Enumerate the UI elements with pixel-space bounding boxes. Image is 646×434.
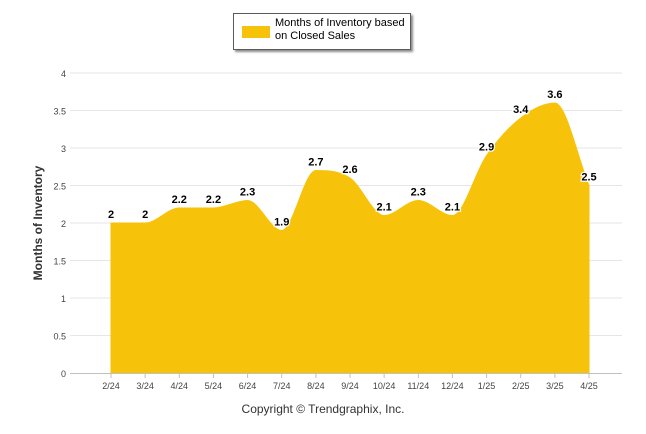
y-tick-label: 1	[61, 294, 66, 304]
data-label: 2.5	[581, 172, 596, 184]
y-tick-label: 3.5	[53, 107, 66, 117]
data-label: 2.2	[206, 194, 221, 206]
x-tick-label: 4/25	[580, 381, 598, 391]
x-tick-label: 10/24	[373, 381, 396, 391]
data-label: 1.9	[274, 217, 289, 229]
data-label: 2.1	[445, 202, 460, 214]
x-tick-label: 5/24	[205, 381, 223, 391]
data-label: 2.3	[240, 187, 255, 199]
x-tick-label: 7/24	[273, 381, 291, 391]
y-tick-label: 1.5	[53, 257, 66, 267]
x-tick-label: 6/24	[239, 381, 257, 391]
x-tick-label: 2/25	[512, 381, 530, 391]
data-label: 2.6	[342, 164, 357, 176]
area-series	[110, 102, 590, 374]
y-tick-label: 4	[61, 69, 66, 79]
data-label: 2	[108, 209, 114, 221]
data-label: 3.4	[513, 104, 529, 116]
data-label: 2	[142, 209, 148, 221]
x-tick-label: 4/24	[171, 381, 189, 391]
legend-label: Months of Inventory based on Closed Sale…	[275, 17, 405, 42]
data-label: 2.9	[479, 142, 494, 154]
x-tick-label: 12/24	[441, 381, 464, 391]
chart-legend: Months of Inventory based on Closed Sale…	[233, 13, 411, 50]
data-label: 2.1	[376, 202, 391, 214]
copyright-text: Copyright © Trendgraphix, Inc.	[241, 402, 405, 416]
y-tick-label: 0	[61, 369, 66, 379]
y-tick-label: 3	[61, 144, 66, 154]
data-label: 2.2	[172, 194, 187, 206]
x-tick-label: 8/24	[307, 381, 325, 391]
x-tick-label: 11/24	[407, 381, 429, 391]
data-label: 2.7	[308, 157, 323, 169]
y-axis-title: Months of Inventory	[31, 165, 45, 280]
legend-swatch	[242, 26, 270, 38]
data-label: 3.6	[547, 89, 562, 101]
y-tick-label: 2	[61, 219, 66, 229]
x-tick-label: 3/24	[136, 381, 154, 391]
x-tick-label: 9/24	[341, 381, 359, 391]
x-tick-label: 1/25	[478, 381, 496, 391]
y-tick-label: 2.5	[53, 182, 66, 192]
x-tick-label: 3/25	[546, 381, 564, 391]
data-label: 2.3	[411, 187, 426, 199]
y-tick-label: 0.5	[53, 332, 66, 342]
x-tick-label: 2/24	[102, 381, 120, 391]
